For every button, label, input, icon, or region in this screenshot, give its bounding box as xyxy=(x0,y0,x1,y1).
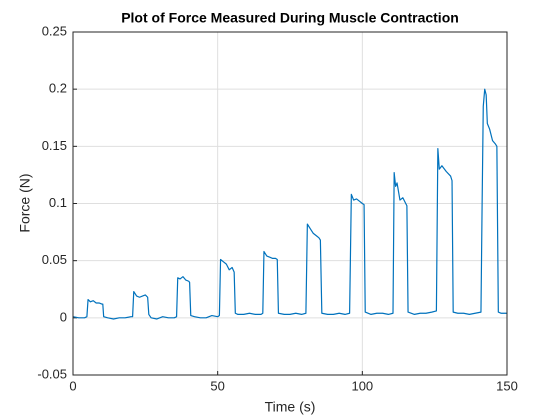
y-tick-label: 0.25 xyxy=(42,23,67,38)
y-tick-label: 0.05 xyxy=(42,252,67,267)
y-tick-label: -0.05 xyxy=(37,366,67,381)
x-axis-label: Time (s) xyxy=(265,399,316,415)
data-line xyxy=(72,88,507,320)
x-tick-label: 100 xyxy=(351,378,373,393)
y-tick-label: 0 xyxy=(60,309,67,324)
y-tick-label: 0.15 xyxy=(42,138,67,153)
x-tick-label: 0 xyxy=(69,378,76,393)
y-tick-label: 0.2 xyxy=(49,81,67,96)
y-axis-label: Force (N) xyxy=(17,173,33,232)
axes-box xyxy=(72,31,508,376)
y-tick-label: 0.1 xyxy=(49,195,67,210)
x-tick-label: 150 xyxy=(496,378,518,393)
chart-title: Plot of Force Measured During Muscle Con… xyxy=(121,10,459,26)
x-tick-label: 50 xyxy=(210,378,224,393)
